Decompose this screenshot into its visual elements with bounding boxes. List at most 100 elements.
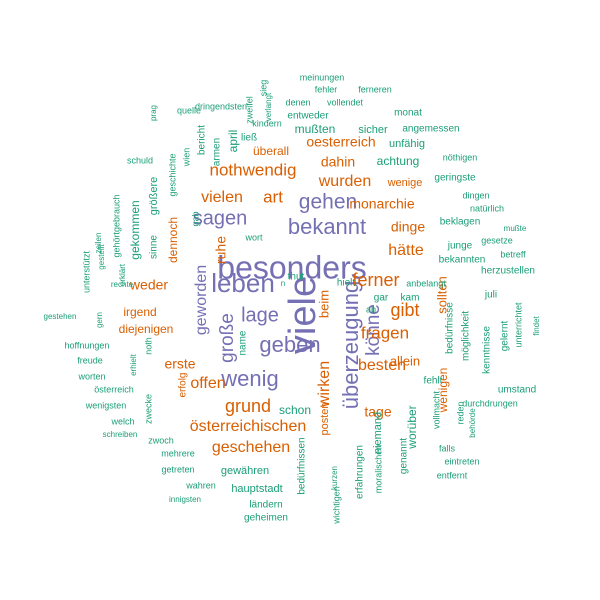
cloud-word: bekannt	[288, 214, 366, 239]
cloud-word: n	[281, 279, 285, 288]
cloud-word: anbelangt	[406, 278, 446, 288]
cloud-word: vollendet	[327, 97, 364, 107]
cloud-word: erfolg	[178, 372, 189, 397]
cloud-word: betreff	[500, 249, 526, 259]
cloud-word: erfahrungen	[355, 445, 366, 499]
cloud-word: geheimen	[244, 513, 288, 524]
cloud-word: meinungen	[300, 72, 345, 82]
cloud-word: wien	[181, 148, 191, 168]
cloud-word: ließ	[241, 133, 257, 144]
cloud-word: unterrichtet	[513, 302, 523, 348]
cloud-word: allein	[390, 353, 420, 368]
cloud-word: viele	[282, 276, 324, 354]
cloud-word: durchdrungen	[462, 398, 518, 408]
cloud-word: kindern	[252, 118, 282, 128]
cloud-word: sollten	[434, 276, 449, 314]
cloud-word: hoffnungen	[65, 340, 110, 350]
cloud-word: große	[217, 313, 238, 363]
cloud-word: dingen	[462, 190, 489, 200]
cloud-word: sieg	[258, 80, 268, 97]
cloud-word: geben	[259, 332, 320, 357]
cloud-word: genannt	[399, 438, 410, 474]
cloud-word: gibt	[390, 300, 419, 320]
cloud-word: dennoch	[166, 217, 180, 263]
cloud-word: wurden	[318, 173, 371, 190]
cloud-word: lage	[241, 304, 279, 326]
cloud-word: möglichkeit	[461, 311, 472, 361]
cloud-word: nöthigen	[443, 152, 478, 162]
cloud-word: erhielt	[129, 353, 138, 376]
cloud-word: bedürfnisse	[445, 302, 456, 354]
cloud-word: gekommen	[128, 200, 142, 259]
cloud-word: überall	[253, 144, 289, 158]
cloud-word: gesetze	[481, 235, 513, 245]
cloud-word: armen	[212, 138, 223, 166]
cloud-word: besten	[358, 357, 406, 374]
cloud-word: ferneren	[358, 84, 392, 94]
cloud-word: monat	[394, 108, 422, 119]
cloud-word: freude	[77, 355, 103, 365]
cloud-word: dringendsten	[195, 101, 247, 111]
cloud-word: denen	[285, 97, 310, 107]
cloud-word: ab	[366, 304, 376, 314]
cloud-word: größere	[148, 177, 160, 216]
cloud-word: grund	[225, 396, 271, 416]
cloud-word: wichtigen	[331, 486, 341, 525]
cloud-word: überzeugung	[338, 281, 363, 409]
cloud-word: gehörtgebrauch	[111, 194, 121, 257]
cloud-word: rechte	[111, 280, 134, 289]
cloud-word: kurzen	[330, 466, 339, 490]
cloud-word: sagen	[193, 207, 248, 229]
cloud-word: schuld	[127, 155, 153, 165]
cloud-word: getreten	[161, 464, 194, 474]
cloud-word: gar	[374, 293, 389, 304]
cloud-word: juli	[484, 290, 497, 301]
cloud-word: dinge	[391, 219, 425, 235]
cloud-word: wirken	[316, 361, 333, 408]
cloud-word: österreichischen	[190, 418, 307, 435]
cloud-word: wahren	[185, 480, 216, 490]
cloud-word: gehen	[299, 191, 357, 214]
cloud-word: achtung	[377, 154, 420, 168]
cloud-word: wort	[244, 232, 263, 242]
cloud-word: innigsten	[169, 495, 201, 504]
cloud-word: sinne	[149, 235, 160, 259]
cloud-word: gab	[190, 211, 200, 226]
cloud-word: bericht	[197, 125, 208, 155]
cloud-word: umstand	[498, 385, 536, 396]
cloud-word: posten	[319, 402, 331, 435]
cloud-word: vollmacht	[431, 390, 441, 429]
cloud-word: ferner	[352, 270, 399, 290]
cloud-word: wenige	[387, 177, 423, 189]
cloud-word: natürlich	[470, 203, 504, 213]
cloud-word: erklärt	[118, 263, 127, 286]
cloud-word: könne	[363, 304, 384, 356]
cloud-word: herzustellen	[481, 266, 535, 277]
cloud-word: kam	[401, 293, 420, 304]
cloud-word: schon	[279, 403, 311, 417]
cloud-word: junge	[447, 241, 473, 252]
cloud-word: hielt	[337, 278, 356, 289]
cloud-word: hätte	[388, 242, 424, 259]
cloud-word: niemand	[372, 412, 384, 454]
cloud-word: behörde	[468, 408, 477, 438]
cloud-word: entweder	[287, 111, 329, 122]
cloud-word: wenig	[220, 366, 278, 391]
cloud-word: gelernt	[500, 320, 511, 351]
cloud-word: april	[226, 130, 240, 153]
cloud-word: zwecke	[143, 394, 153, 424]
cloud-word: thut	[288, 272, 305, 283]
cloud-word: mußte	[504, 224, 527, 233]
cloud-word: geringste	[434, 173, 476, 184]
cloud-word: beklagen	[440, 217, 481, 228]
cloud-word: worüber	[405, 405, 419, 449]
cloud-word: weder	[129, 277, 168, 293]
cloud-word: ländern	[249, 500, 282, 511]
cloud-word: worten	[77, 371, 105, 381]
cloud-word: sicher	[358, 124, 388, 136]
cloud-word: prag	[149, 105, 158, 121]
cloud-word: gewähren	[221, 465, 269, 477]
cloud-word: verlangt	[264, 92, 273, 121]
cloud-word: geschehen	[212, 439, 290, 456]
cloud-word: mußten	[295, 122, 336, 136]
